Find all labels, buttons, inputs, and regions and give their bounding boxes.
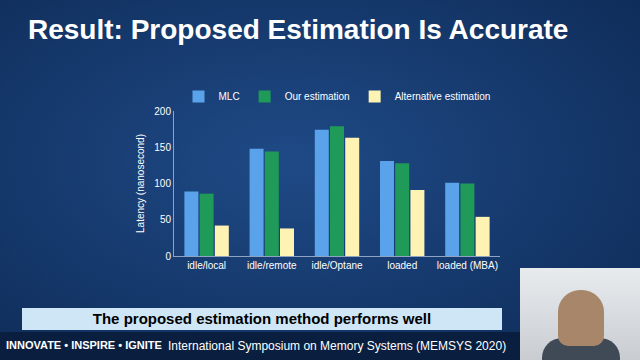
svg-text:idle/remote: idle/remote [247, 260, 297, 271]
svg-text:idle/Optane: idle/Optane [311, 260, 363, 271]
svg-text:idle/local: idle/local [187, 260, 226, 271]
svg-text:0: 0 [165, 251, 171, 262]
html-text:The proposed estimation method: The proposed estimation method performs … [92, 310, 432, 327]
svg-text:Alternative estimation: Alternative estimation [395, 91, 491, 102]
svg-text:50: 50 [160, 214, 172, 225]
svg-text:Our estimation: Our estimation [285, 91, 350, 102]
svg-text:MLC: MLC [219, 91, 240, 102]
svg-text:150: 150 [154, 142, 171, 153]
svg-text:100: 100 [154, 178, 171, 189]
svg-text:Latency (nanosecond): Latency (nanosecond) [135, 134, 146, 233]
html-text:International Symposium on Mem: International Symposium on Memory System… [168, 339, 507, 353]
html-text:INNOVATE • INSPIRE • IGNITE: INNOVATE • INSPIRE • IGNITE [6, 339, 162, 351]
svg-text:loaded: loaded [387, 260, 417, 271]
svg-text:loaded (MBA): loaded (MBA) [437, 260, 498, 271]
svg-text:200: 200 [154, 106, 171, 117]
html-text:Result: Proposed Estimation Is: Result: Proposed Estimation Is Accurate [28, 14, 569, 45]
